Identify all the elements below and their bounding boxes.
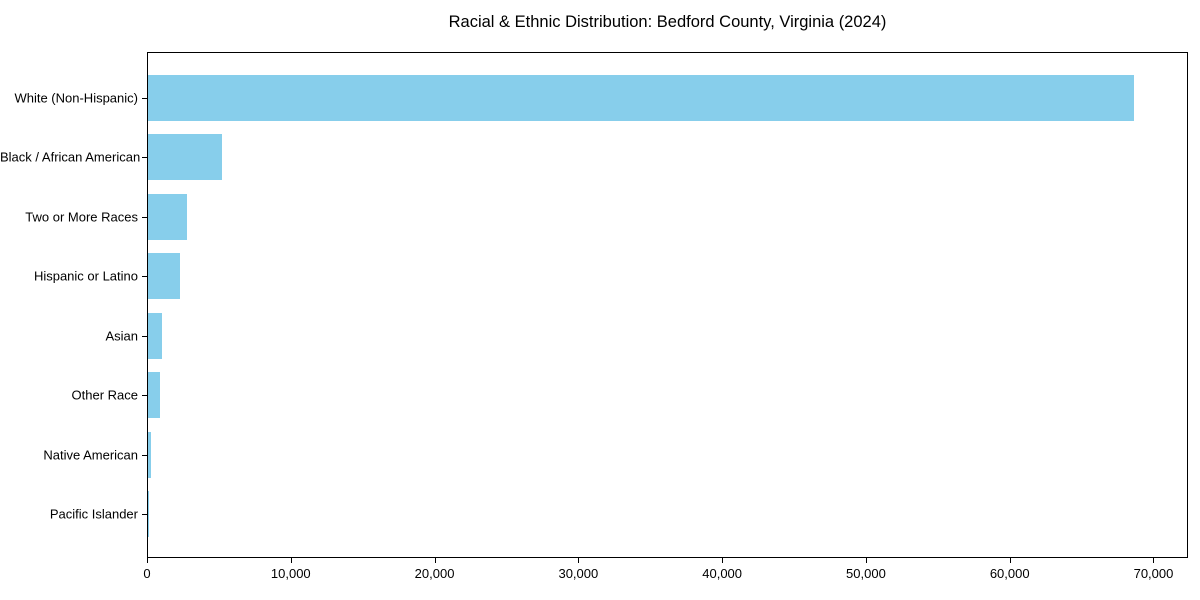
bar-other-race bbox=[148, 372, 161, 418]
x-tick-mark bbox=[290, 558, 292, 563]
y-axis-label: Asian bbox=[105, 328, 138, 343]
x-tick-label: 0 bbox=[143, 566, 151, 581]
x-tick-mark bbox=[1153, 558, 1155, 563]
bar-hispanic-or-latino bbox=[148, 253, 181, 299]
x-tick-mark bbox=[1009, 558, 1011, 563]
x-tick-label: 70,000 bbox=[1133, 566, 1174, 581]
bar-asian bbox=[148, 312, 162, 359]
y-tick-mark bbox=[142, 395, 147, 396]
y-axis-label: Other Race bbox=[71, 387, 138, 403]
x-tick-label: 10,000 bbox=[270, 566, 311, 581]
x-tick-mark bbox=[722, 558, 724, 563]
bar-white-non-hispanic bbox=[148, 74, 1134, 121]
x-tick-label: 60,000 bbox=[989, 566, 1030, 581]
x-tick-label: 30,000 bbox=[558, 566, 599, 581]
y-tick-mark bbox=[142, 335, 147, 337]
y-tick-mark bbox=[142, 157, 147, 158]
y-axis-label: Two or More Races bbox=[25, 209, 138, 224]
y-axis-label: Native American bbox=[43, 447, 138, 462]
y-tick-mark bbox=[142, 276, 147, 277]
x-tick-mark bbox=[434, 558, 436, 563]
y-tick-mark bbox=[142, 216, 147, 218]
bar-pacific-islander bbox=[148, 491, 149, 537]
y-tick-mark bbox=[142, 97, 147, 99]
plot-area bbox=[147, 52, 1188, 558]
x-tick-mark bbox=[147, 558, 148, 563]
x-tick-label: 20,000 bbox=[414, 566, 455, 581]
y-axis-label: White (Non-Hispanic) bbox=[14, 90, 138, 105]
bar-black-african-american bbox=[148, 134, 222, 180]
x-tick-mark bbox=[865, 558, 867, 563]
x-tick-label: 40,000 bbox=[702, 566, 743, 581]
bar-native-american bbox=[148, 431, 152, 478]
y-axis-label: Hispanic or Latino bbox=[33, 268, 138, 284]
y-tick-mark bbox=[142, 514, 147, 515]
y-tick-mark bbox=[142, 454, 147, 456]
bar-two-or-more-races bbox=[148, 193, 188, 240]
x-tick-mark bbox=[578, 558, 580, 563]
y-axis-label: Black / African American bbox=[0, 149, 141, 165]
x-tick-label: 50,000 bbox=[846, 566, 886, 581]
chart-title: Racial & Ethnic Distribution: Bedford Co… bbox=[448, 13, 887, 31]
y-axis-label: Pacific Islander bbox=[49, 506, 138, 522]
